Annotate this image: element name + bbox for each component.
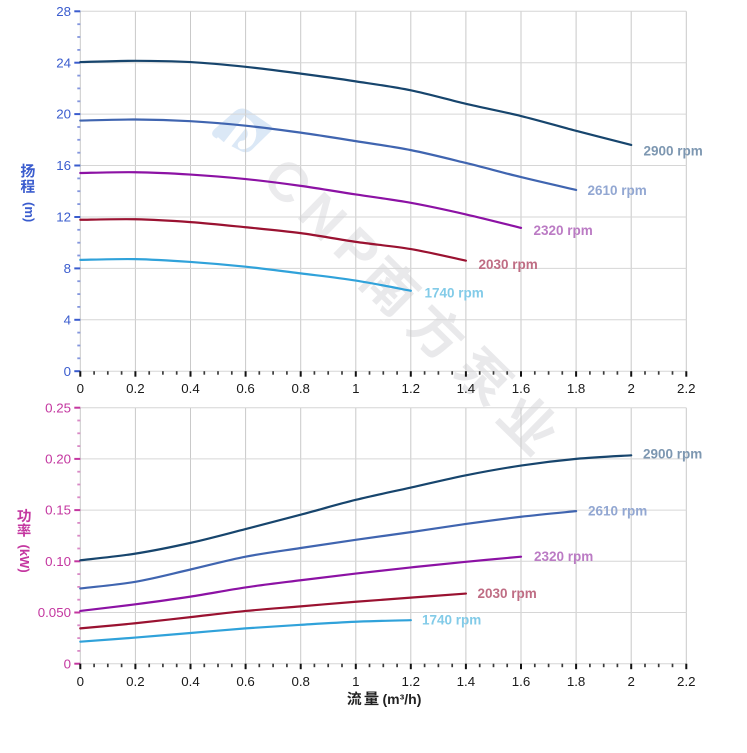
svg-text:0.6: 0.6 [236,381,255,396]
svg-text:2.2: 2.2 [677,381,696,396]
svg-text:2: 2 [627,381,634,396]
svg-text:(kW): (kW) [17,545,32,573]
svg-text:0.4: 0.4 [181,381,200,396]
svg-text:1.6: 1.6 [512,674,531,689]
svg-text:0.15: 0.15 [45,503,71,518]
svg-text:0: 0 [64,656,71,671]
svg-text:2.2: 2.2 [677,674,696,689]
svg-text:1740 rpm: 1740 rpm [422,612,481,627]
svg-text:28: 28 [56,4,71,19]
svg-text:1.4: 1.4 [457,381,476,396]
svg-text:0.050: 0.050 [38,605,71,620]
svg-text:0.8: 0.8 [291,674,310,689]
svg-text:2900 rpm: 2900 rpm [644,143,703,158]
svg-text:0: 0 [77,674,84,689]
svg-text:0: 0 [64,364,71,379]
svg-text:24: 24 [56,55,71,70]
svg-text:1.2: 1.2 [402,674,421,689]
svg-text:1.2: 1.2 [402,381,421,396]
svg-text:0: 0 [77,381,84,396]
svg-text:1.8: 1.8 [567,674,586,689]
svg-text:0.2: 0.2 [126,674,145,689]
svg-text:0.20: 0.20 [45,452,71,467]
svg-text:2900 rpm: 2900 rpm [643,446,702,461]
svg-text:0.4: 0.4 [181,674,200,689]
svg-text:2320 rpm: 2320 rpm [534,549,593,564]
svg-text:1: 1 [352,381,359,396]
svg-text:1.6: 1.6 [512,381,531,396]
svg-text:0.8: 0.8 [291,381,310,396]
svg-text:2320 rpm: 2320 rpm [534,223,593,238]
svg-text:1.8: 1.8 [567,381,586,396]
svg-text:0.6: 0.6 [236,674,255,689]
svg-text:1.4: 1.4 [457,674,476,689]
svg-text:(m): (m) [22,202,37,222]
svg-text:2610 rpm: 2610 rpm [588,503,647,518]
svg-text:2030 rpm: 2030 rpm [478,586,537,601]
svg-text:4: 4 [64,312,71,327]
svg-text:0.25: 0.25 [45,400,71,415]
svg-text:12: 12 [56,210,71,225]
svg-text:2: 2 [627,674,634,689]
svg-text:1: 1 [352,674,359,689]
svg-text:(m³/h): (m³/h) [383,691,422,707]
svg-text:16: 16 [56,158,71,173]
svg-text:8: 8 [64,261,71,276]
svg-text:0.2: 0.2 [126,381,145,396]
svg-text:2610 rpm: 2610 rpm [588,183,647,198]
svg-text:20: 20 [56,107,71,122]
svg-text:1740 rpm: 1740 rpm [425,285,484,300]
svg-text:0.10: 0.10 [45,554,71,569]
svg-text:2030 rpm: 2030 rpm [479,257,538,272]
